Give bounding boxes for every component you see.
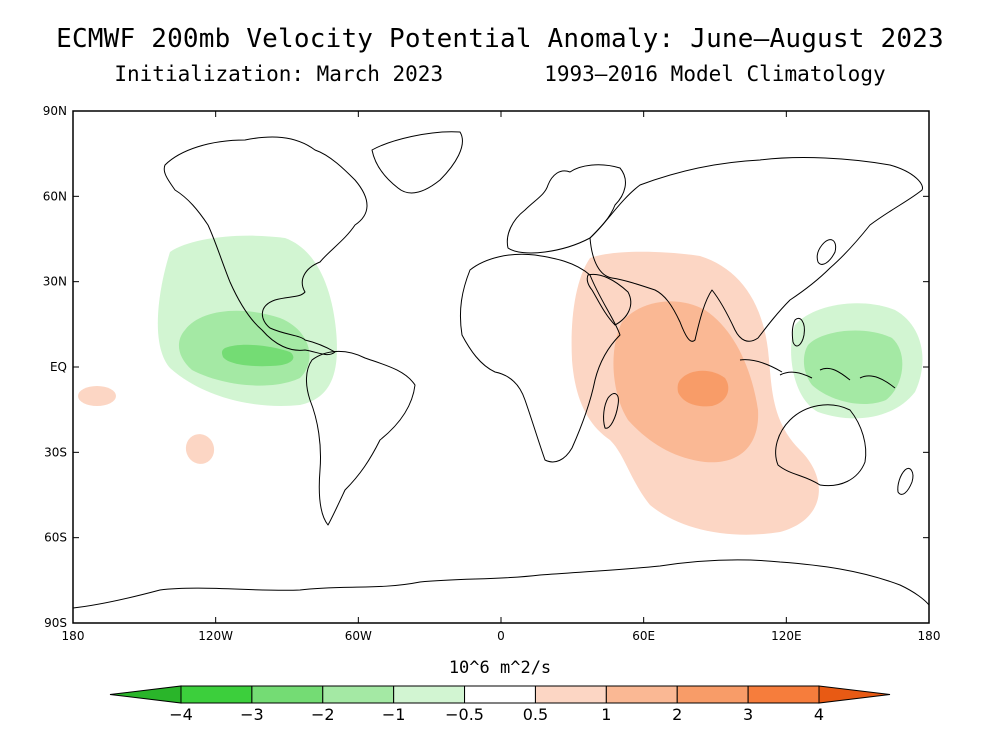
coast-japan <box>816 239 837 265</box>
anomaly-shading <box>78 235 923 535</box>
colorbar-label: 3 <box>743 705 753 724</box>
colorbar-label: −4 <box>169 705 193 724</box>
latitude-axis: 90N 60N 30N EQ 30S 60S 90S <box>43 104 929 630</box>
colorbar-units: 10^6 m^2/s <box>449 658 551 678</box>
lon-tick-label: 180 <box>918 629 941 643</box>
lon-tick-label: 60E <box>632 629 655 643</box>
lat-tick-label: 90N <box>43 104 67 118</box>
coast-south-america <box>306 351 416 526</box>
colorbar-label: −0.5 <box>445 705 484 724</box>
map-title: ECMWF 200mb Velocity Potential Anomaly: … <box>56 24 944 54</box>
lon-tick-label: 120W <box>198 629 233 643</box>
colorbar-segment <box>322 685 395 704</box>
coast-australia <box>775 404 867 487</box>
coast-africa <box>459 253 621 463</box>
lon-tick-label: 120E <box>771 629 802 643</box>
colorbar: −4 −3 −2 −1 −0.5 0.5 1 2 3 4 <box>109 685 891 724</box>
colorbar-segment <box>818 685 891 704</box>
lat-tick-label: 30S <box>44 445 67 459</box>
lon-tick-label: 60W <box>345 629 372 643</box>
colorbar-label: 0.5 <box>523 705 548 724</box>
colorbar-label: −3 <box>240 705 264 724</box>
colorbar-label: 1 <box>601 705 611 724</box>
pos-anomaly-south-pacific-a <box>78 386 116 406</box>
pos-anomaly-indian-ocean-2 <box>677 370 729 407</box>
colorbar-segment <box>251 685 324 704</box>
colorbar-label: 4 <box>814 705 824 724</box>
lat-tick-label: 90S <box>44 616 67 630</box>
coastlines <box>73 131 929 609</box>
coast-madagascar <box>603 393 619 429</box>
lon-tick-label: 0 <box>497 629 505 643</box>
colorbar-segment <box>676 685 749 704</box>
colorbar-segment <box>109 685 182 704</box>
coast-indonesia <box>739 359 896 389</box>
neg-anomaly-east-pacific-2 <box>221 344 294 367</box>
colorbar-segment <box>747 685 820 704</box>
coast-philippines <box>791 317 805 347</box>
colorbar-segment <box>464 685 536 704</box>
pos-anomaly-south-pacific-b <box>185 434 215 464</box>
coast-europe <box>506 164 626 254</box>
colorbar-segment <box>605 685 678 704</box>
neg-anomaly-west-pacific-1 <box>803 330 903 405</box>
lat-tick-label: 60S <box>44 531 67 545</box>
colorbar-segment <box>534 685 607 704</box>
coast-asia <box>589 157 923 342</box>
coast-antarctica <box>73 559 929 609</box>
coast-new-zealand <box>897 467 914 495</box>
colorbar-segment <box>393 685 466 704</box>
lat-tick-label: 30N <box>43 275 67 289</box>
longitude-axis: 180 120W 60W 0 60E 120E 180 <box>62 111 941 643</box>
colorbar-label: −2 <box>311 705 335 724</box>
lon-tick-label: 180 <box>62 629 85 643</box>
lat-tick-label: 60N <box>43 189 67 203</box>
colorbar-segment <box>180 685 253 704</box>
colorbar-label: 2 <box>672 705 682 724</box>
map-subtitle: Initialization: March 2023 1993—2016 Mod… <box>114 62 886 86</box>
coast-arabia <box>586 273 632 326</box>
coast-north-america <box>163 136 368 356</box>
coast-greenland <box>371 131 463 194</box>
lat-tick-label: EQ <box>50 360 67 374</box>
colorbar-label: −1 <box>382 705 406 724</box>
